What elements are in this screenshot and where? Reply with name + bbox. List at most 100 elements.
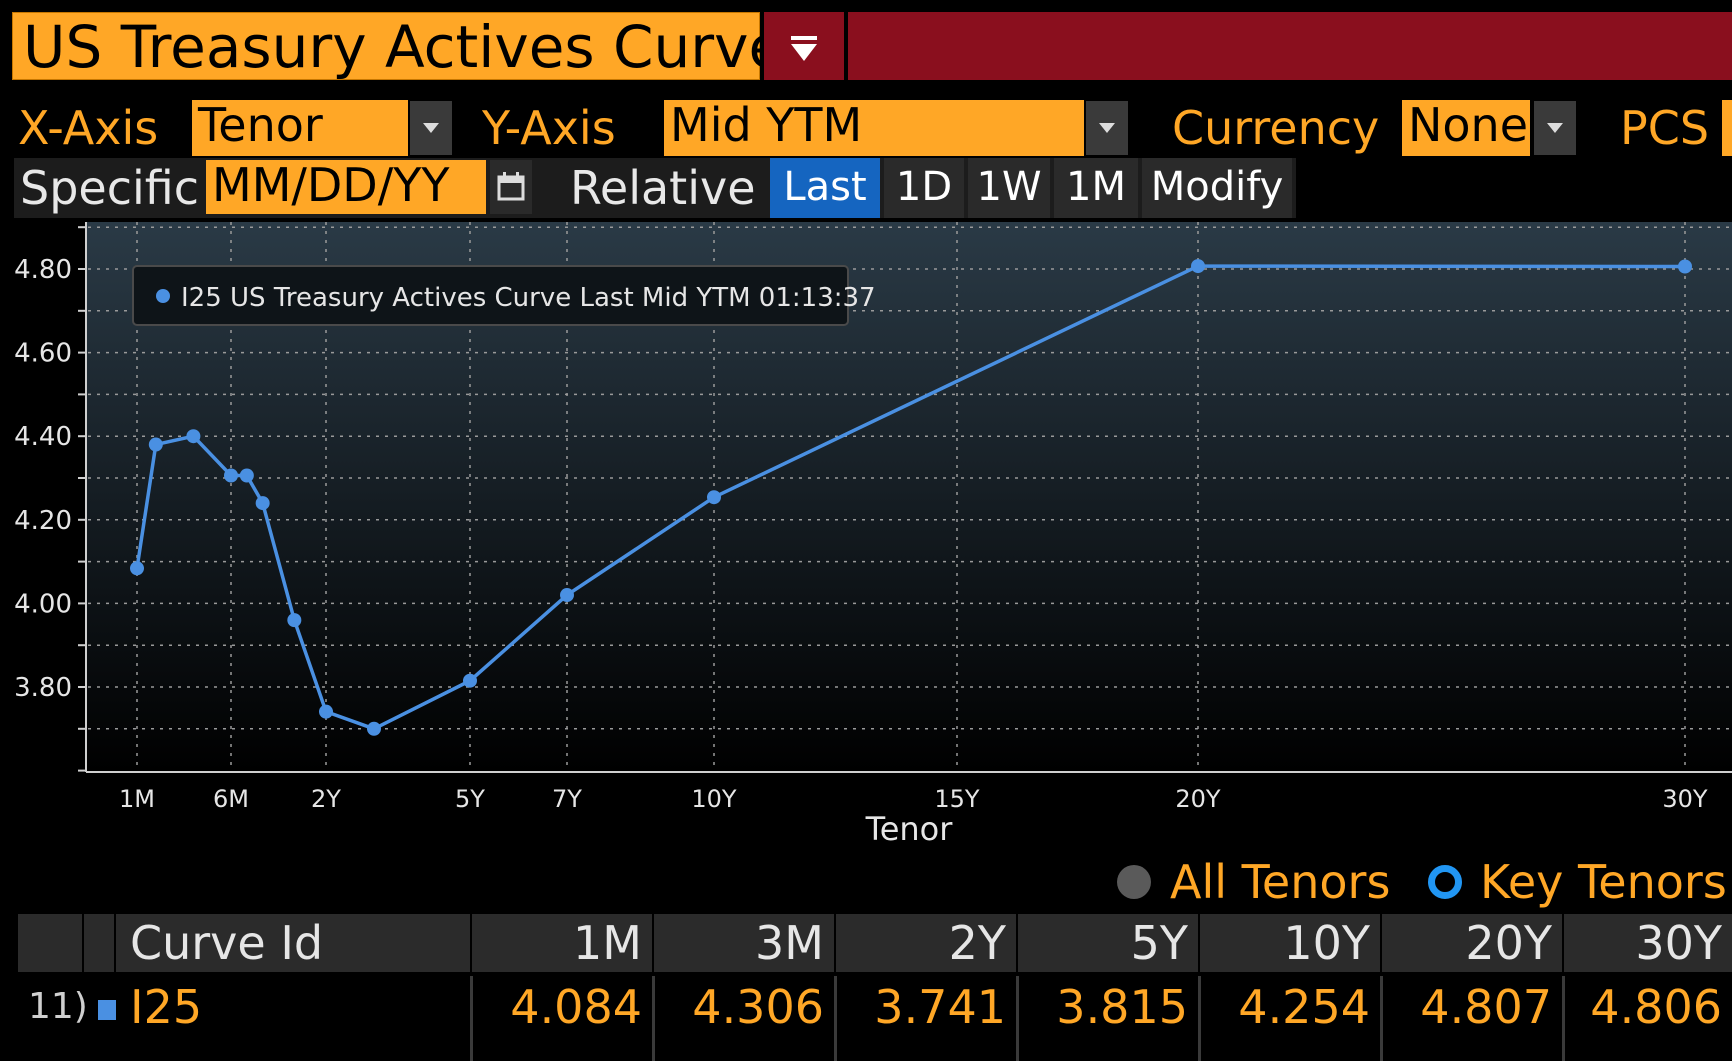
legend-swatch [156,289,170,303]
row-index[interactable]: 11) [18,976,88,1038]
data-point[interactable] [255,496,270,511]
x-tick-label: 15Y [934,785,980,813]
key-tenors-label[interactable]: Key Tenors [1480,855,1727,909]
x-axis-dropdown-button[interactable] [410,101,452,155]
y-axis-select[interactable]: Mid YTM [664,100,1084,156]
chevron-down-icon [1547,123,1563,133]
table-header-2y[interactable]: 2Y [836,914,1016,972]
y-axis-ticks: 4.80 4.60 4.40 4.20 4.00 3.80 [14,226,86,772]
menu-bar-icon [791,36,817,40]
1m-button[interactable]: 1M [1054,158,1138,218]
table-cell-5y: 3.815 [1018,976,1198,1038]
curve-table: Curve Id 1M 3M 2Y 5Y 10Y 20Y 30Y 11) I25… [18,914,1732,1061]
currency-label: Currency [1172,101,1380,155]
x-axis-ticks: 1M 6M 2Y 5Y 7Y 10Y 15Y 20Y 30Y [119,785,1708,813]
x-tick-label: 20Y [1175,785,1221,813]
x-tick-label: 6M [213,785,249,813]
table-header-10y[interactable]: 10Y [1200,914,1380,972]
column-divider [1198,976,1201,1061]
x-tick-label: 30Y [1662,785,1708,813]
table-header-swatch [84,914,114,972]
data-point[interactable] [707,490,721,505]
all-tenors-radio[interactable] [1117,865,1151,899]
data-point[interactable] [224,468,238,483]
legend-box [132,265,849,326]
calendar-icon [497,172,525,201]
yield-curve-chart[interactable]: 4.80 4.60 4.40 4.20 4.00 3.80 1M 6M 2Y 5Y 7Y 10Y 15… [0,222,1732,882]
series-points [130,259,1692,736]
y-tick-label: 4.60 [14,339,72,369]
data-point[interactable] [287,613,302,628]
y-tick-label: 4.00 [14,589,72,619]
y-tick-label: 4.80 [14,255,72,285]
table-header-3m[interactable]: 3M [654,914,834,972]
legend-series-name: I25 US Treasury Actives Curve Last Mid Y… [181,283,876,313]
data-point[interactable] [560,588,574,603]
data-point[interactable] [1191,259,1205,274]
column-divider [470,976,473,1061]
table-cell-2y: 3.741 [836,976,1016,1038]
table-cell-3m: 4.306 [654,976,834,1038]
window-title-box[interactable]: US Treasury Actives Curve [12,12,784,80]
relative-label: Relative [570,161,756,215]
data-point[interactable] [463,673,477,688]
window-title: US Treasury Actives Curve [23,13,785,81]
column-divider [1562,976,1565,1061]
table-header-20y[interactable]: 20Y [1382,914,1562,972]
all-tenors-label[interactable]: All Tenors [1170,855,1391,909]
series-line [135,264,1686,731]
chevron-down-icon [1099,123,1115,133]
row-curve-id[interactable]: I25 [116,976,470,1038]
row-color-swatch [98,1000,118,1020]
table-header-blank [18,914,82,972]
x-axis-select[interactable]: Tenor [192,100,408,156]
table-header-30y[interactable]: 30Y [1564,914,1732,972]
date-input[interactable]: MM/DD/YY [206,160,486,214]
1d-button[interactable]: 1D [884,158,964,218]
x-tick-label: 10Y [691,785,737,813]
calendar-button[interactable] [490,160,532,214]
column-divider [1380,976,1383,1061]
data-point[interactable] [130,561,144,576]
data-point[interactable] [1678,259,1692,274]
chevron-down-icon [423,123,439,133]
column-divider [834,976,837,1061]
specific-label: Specific [20,161,200,215]
currency-dropdown-button[interactable] [1534,101,1576,155]
pcs-select[interactable] [1722,100,1732,156]
data-point[interactable] [148,437,163,452]
table-cell-1m: 4.084 [472,976,652,1038]
key-tenors-radio[interactable] [1428,865,1462,899]
1w-button[interactable]: 1W [968,158,1050,218]
modify-button[interactable]: Modify [1142,158,1292,218]
table-header-curve-id[interactable]: Curve Id [116,914,470,972]
x-axis-title: Tenor [865,810,954,848]
column-divider [1016,976,1019,1061]
currency-select[interactable]: None [1402,100,1530,156]
data-point[interactable] [186,429,201,444]
y-axis-label: Y-Axis [482,101,616,155]
title-menu-button[interactable] [764,12,844,80]
pcs-label: PCS [1620,101,1710,155]
table-header-5y[interactable]: 5Y [1018,914,1198,972]
y-tick-label: 3.80 [14,673,72,703]
table-cell-30y: 4.806 [1564,976,1732,1038]
chart-legend: I25 US Treasury Actives Curve Last Mid Y… [132,265,876,326]
table-cell-20y: 4.807 [1382,976,1562,1038]
x-tick-label: 2Y [311,785,341,813]
data-point[interactable] [239,468,254,483]
y-axis-dropdown-button[interactable] [1086,101,1128,155]
last-button[interactable]: Last [770,158,880,218]
data-point[interactable] [367,721,381,736]
x-tick-label: 5Y [455,785,485,813]
dropdown-arrow-icon [791,44,817,61]
column-divider [652,976,655,1061]
y-tick-label: 4.40 [14,422,72,452]
table-header-1m[interactable]: 1M [472,914,652,972]
y-tick-label: 4.20 [14,506,72,536]
x-tick-label: 1M [119,785,155,813]
table-cell-10y: 4.254 [1200,976,1380,1038]
x-tick-label: 7Y [552,785,582,813]
grid-lines [88,222,1732,770]
data-point[interactable] [319,704,333,719]
